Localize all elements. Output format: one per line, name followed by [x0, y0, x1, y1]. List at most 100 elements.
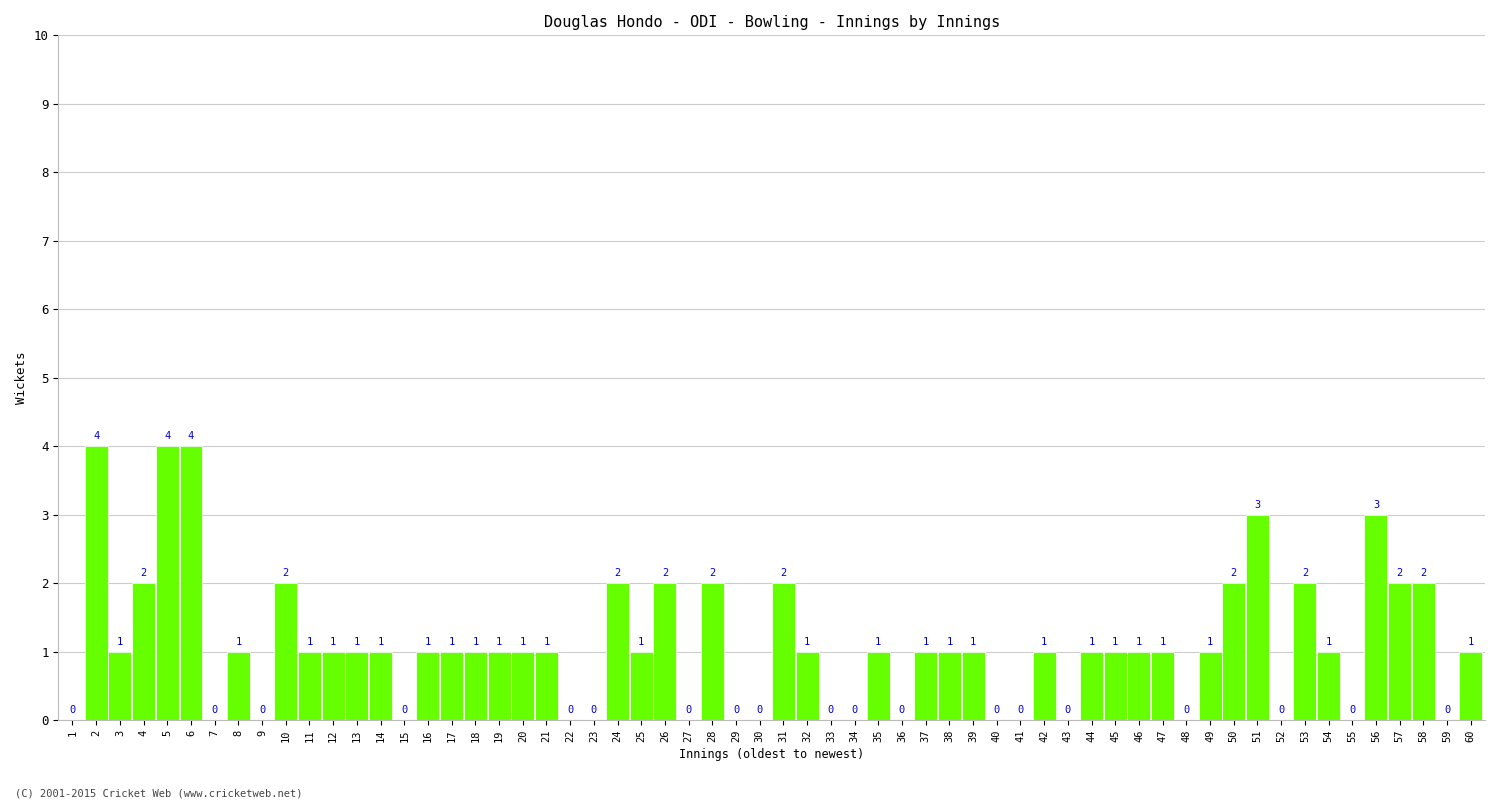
- Text: 1: 1: [354, 637, 360, 647]
- Text: 1: 1: [378, 637, 384, 647]
- Bar: [1246, 514, 1269, 720]
- Text: 1: 1: [946, 637, 952, 647]
- Y-axis label: Wickets: Wickets: [15, 351, 28, 404]
- X-axis label: Innings (oldest to newest): Innings (oldest to newest): [680, 748, 864, 761]
- Text: 2: 2: [141, 569, 147, 578]
- Text: 1: 1: [424, 637, 430, 647]
- Bar: [1317, 652, 1340, 720]
- Text: 4: 4: [93, 431, 99, 442]
- Bar: [132, 583, 154, 720]
- Bar: [1128, 652, 1150, 720]
- Bar: [1080, 652, 1102, 720]
- Bar: [795, 652, 819, 720]
- Bar: [1388, 583, 1411, 720]
- Bar: [440, 652, 464, 720]
- Text: 0: 0: [898, 706, 904, 715]
- Text: 0: 0: [1184, 706, 1190, 715]
- Text: 0: 0: [756, 706, 764, 715]
- Text: 1: 1: [448, 637, 454, 647]
- Text: 0: 0: [734, 706, 740, 715]
- Bar: [226, 652, 251, 720]
- Text: 1: 1: [519, 637, 526, 647]
- Text: 1: 1: [804, 637, 810, 647]
- Text: 0: 0: [260, 706, 266, 715]
- Bar: [1032, 652, 1056, 720]
- Text: 0: 0: [852, 706, 858, 715]
- Text: 1: 1: [638, 637, 645, 647]
- Text: 1: 1: [1136, 637, 1142, 647]
- Text: 1: 1: [922, 637, 928, 647]
- Text: 0: 0: [993, 706, 1000, 715]
- Text: 2: 2: [1230, 569, 1238, 578]
- Bar: [180, 446, 203, 720]
- Text: 0: 0: [1278, 706, 1284, 715]
- Bar: [417, 652, 440, 720]
- Text: 2: 2: [710, 569, 716, 578]
- Text: 0: 0: [591, 706, 597, 715]
- Text: 1: 1: [1326, 637, 1332, 647]
- Bar: [1293, 583, 1317, 720]
- Bar: [630, 652, 652, 720]
- Text: 1: 1: [1467, 637, 1474, 647]
- Bar: [938, 652, 962, 720]
- Text: 2: 2: [1420, 569, 1426, 578]
- Text: 1: 1: [472, 637, 478, 647]
- Bar: [700, 583, 724, 720]
- Bar: [156, 446, 178, 720]
- Text: 0: 0: [1348, 706, 1356, 715]
- Bar: [488, 652, 510, 720]
- Bar: [606, 583, 628, 720]
- Text: 0: 0: [567, 706, 573, 715]
- Text: 3: 3: [1254, 500, 1260, 510]
- Text: 1: 1: [970, 637, 976, 647]
- Bar: [298, 652, 321, 720]
- Bar: [914, 652, 938, 720]
- Text: 1: 1: [496, 637, 502, 647]
- Text: 1: 1: [874, 637, 882, 647]
- Bar: [369, 652, 392, 720]
- Bar: [1365, 514, 1388, 720]
- Bar: [464, 652, 488, 720]
- Text: 0: 0: [69, 706, 75, 715]
- Text: 2: 2: [780, 569, 786, 578]
- Bar: [1150, 652, 1174, 720]
- Text: 2: 2: [1396, 569, 1402, 578]
- Bar: [867, 652, 889, 720]
- Text: 3: 3: [1372, 500, 1378, 510]
- Bar: [1460, 652, 1482, 720]
- Text: 4: 4: [164, 431, 171, 442]
- Bar: [654, 583, 676, 720]
- Bar: [108, 652, 132, 720]
- Text: 4: 4: [188, 431, 194, 442]
- Bar: [84, 446, 108, 720]
- Text: 2: 2: [662, 569, 668, 578]
- Text: 2: 2: [282, 569, 290, 578]
- Text: 1: 1: [236, 637, 242, 647]
- Bar: [345, 652, 369, 720]
- Text: 1: 1: [1089, 637, 1095, 647]
- Text: 0: 0: [400, 706, 408, 715]
- Text: 1: 1: [117, 637, 123, 647]
- Text: 1: 1: [1208, 637, 1214, 647]
- Text: (C) 2001-2015 Cricket Web (www.cricketweb.net): (C) 2001-2015 Cricket Web (www.cricketwe…: [15, 788, 303, 798]
- Text: 1: 1: [330, 637, 336, 647]
- Bar: [274, 583, 297, 720]
- Text: 1: 1: [1041, 637, 1047, 647]
- Bar: [1412, 583, 1436, 720]
- Text: 1: 1: [543, 637, 549, 647]
- Bar: [962, 652, 984, 720]
- Text: 2: 2: [615, 569, 621, 578]
- Text: 1: 1: [1112, 637, 1119, 647]
- Bar: [1198, 652, 1221, 720]
- Title: Douglas Hondo - ODI - Bowling - Innings by Innings: Douglas Hondo - ODI - Bowling - Innings …: [543, 15, 1000, 30]
- Bar: [536, 652, 558, 720]
- Text: 0: 0: [828, 706, 834, 715]
- Bar: [1104, 652, 1126, 720]
- Text: 0: 0: [1017, 706, 1023, 715]
- Text: 1: 1: [1160, 637, 1166, 647]
- Text: 0: 0: [1444, 706, 1450, 715]
- Text: 2: 2: [1302, 569, 1308, 578]
- Bar: [321, 652, 345, 720]
- Bar: [512, 652, 534, 720]
- Bar: [772, 583, 795, 720]
